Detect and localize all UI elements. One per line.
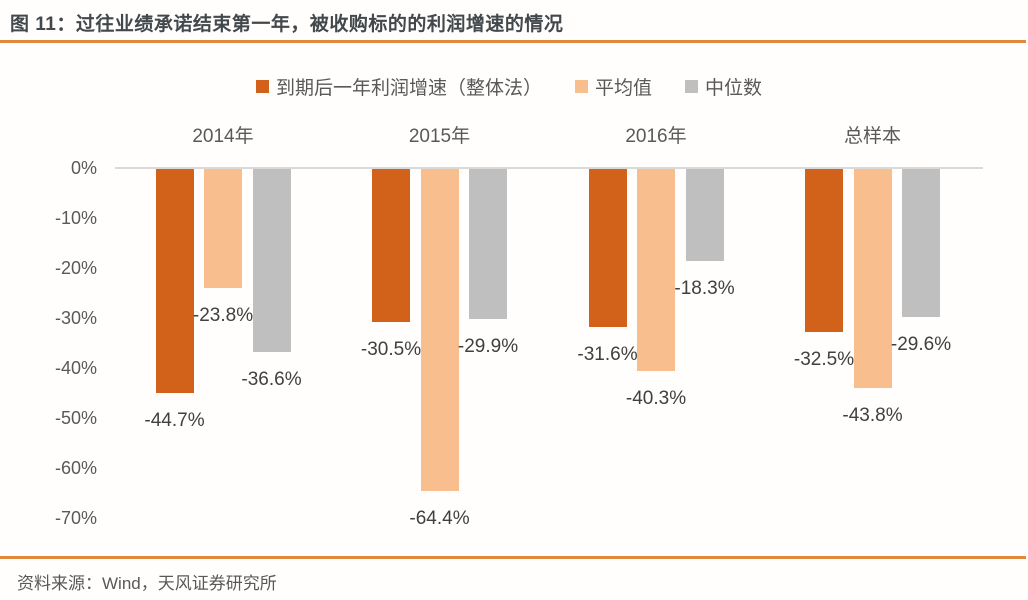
legend-item-0: 到期后一年利润增速（整体法） xyxy=(256,73,542,100)
data-label-2014年-series2: -36.6% xyxy=(241,369,302,390)
bar-2015年-series1 xyxy=(420,169,459,491)
data-label-2015年-series0: -30.5% xyxy=(360,338,422,360)
bar-2016年-series0 xyxy=(588,169,627,327)
y-tick-6: -60% xyxy=(54,458,97,478)
bar-2014年-series2 xyxy=(252,169,291,352)
bar-2016年-series1 xyxy=(637,169,675,371)
category-label-1: 2015年 xyxy=(408,126,471,147)
data-label-2014年-series0: -44.7% xyxy=(144,409,205,431)
legend-label: 平均值 xyxy=(595,78,653,99)
bar-总样本-series0 xyxy=(805,169,843,332)
footer-divider xyxy=(0,556,1026,559)
legend-item-1: 平均值 xyxy=(575,73,652,100)
bar-2015年-series2 xyxy=(469,169,507,319)
bar-2015年-series0 xyxy=(372,169,410,322)
category-label-2: 2016年 xyxy=(625,126,687,147)
legend-item-2: 中位数 xyxy=(685,73,762,100)
y-tick-5: -50% xyxy=(54,408,97,428)
data-label-总样本-series1: -43.8% xyxy=(842,405,903,426)
source-note: 资料来源：Wind，天风证券研究所 xyxy=(17,574,277,593)
data-label-2014年-series1: -23.8% xyxy=(192,305,254,326)
legend-swatch-icon xyxy=(575,80,589,93)
bar-2016年-series2 xyxy=(685,169,724,261)
category-label-0: 2014年 xyxy=(192,126,254,147)
data-label-2015年-series2: -29.9% xyxy=(457,335,519,357)
data-label-2016年-series2: -18.3% xyxy=(674,277,735,299)
category-label-3: 总样本 xyxy=(843,126,901,147)
bar-总样本-series2 xyxy=(902,169,940,317)
chart-legend: 到期后一年利润增速（整体法） 平均值 中位数 xyxy=(256,73,762,100)
data-label-总样本-series0: -32.5% xyxy=(793,348,855,370)
data-label-2015年-series1: -64.4% xyxy=(409,508,470,529)
y-tick-3: -30% xyxy=(54,308,97,328)
bar-2014年-series0 xyxy=(155,169,194,393)
legend-label: 中位数 xyxy=(705,78,763,99)
data-label-2016年-series0: -31.6% xyxy=(577,344,638,365)
data-label-总样本-series2: -29.6% xyxy=(890,334,952,355)
data-label-2016年-series1: -40.3% xyxy=(625,387,687,409)
y-tick-2: -20% xyxy=(54,258,97,278)
y-tick-7: -70% xyxy=(54,508,97,528)
bar-2014年-series1 xyxy=(204,169,242,288)
x-axis-line xyxy=(115,167,983,169)
legend-label: 到期后一年利润增速（整体法） xyxy=(276,78,543,99)
y-tick-4: -40% xyxy=(54,358,97,378)
bar-总样本-series1 xyxy=(853,169,892,388)
legend-swatch-icon xyxy=(256,80,269,93)
y-tick-0: 0% xyxy=(70,158,97,178)
y-tick-1: -10% xyxy=(54,208,97,228)
legend-swatch-icon xyxy=(685,80,699,93)
title-divider xyxy=(0,40,1026,43)
page-title: 图 11：过往业绩承诺结束第一年，被收购标的的利润增速的情况 xyxy=(10,14,564,35)
